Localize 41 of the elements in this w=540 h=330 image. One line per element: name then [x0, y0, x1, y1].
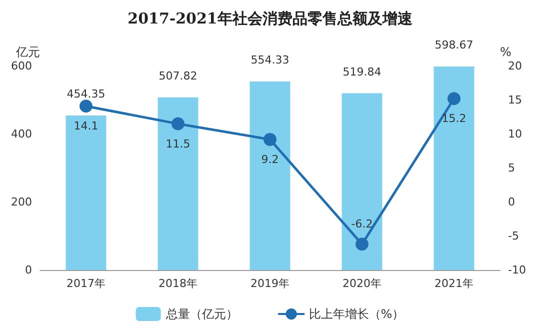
data-label: 9.2: [261, 152, 279, 166]
bar: [434, 66, 474, 270]
y2-axis-title: %: [500, 45, 512, 59]
point: [448, 92, 460, 106]
data-label: 15.2: [442, 112, 466, 126]
y2-tick-label: 0: [508, 196, 515, 208]
point: [172, 117, 184, 130]
y-tick-label: 400: [11, 128, 32, 140]
y-tick-label: 600: [11, 60, 32, 72]
y2-tick-label: 15: [508, 94, 522, 106]
data-label: 454.35: [66, 88, 106, 101]
y2-tick-label: -5: [508, 230, 519, 242]
y2-tick-label: 5: [508, 162, 515, 174]
y2-tick-label: 20: [508, 60, 522, 72]
data-label: 14.1: [74, 120, 98, 133]
data-label: 507.82: [158, 69, 198, 82]
legend-label: 比上年增长（%）: [308, 307, 404, 321]
bar: [250, 82, 290, 270]
legend-label: 总量（亿元）: [164, 307, 238, 321]
x-tick-label: 2017年: [66, 277, 106, 290]
data-label: 598.67: [434, 38, 474, 52]
data-label: 519.84: [342, 65, 382, 78]
data-label: 11.5: [166, 137, 190, 150]
bar: [66, 116, 106, 270]
x-tick-label: 2021年: [434, 277, 474, 290]
data-label: -6.2: [351, 218, 373, 231]
y2-tick-label: 10: [508, 128, 522, 140]
chart-title: 2017-2021年社会消费品零售总额及增速: [128, 10, 414, 28]
point: [264, 132, 276, 146]
point: [356, 238, 368, 251]
y2-tick-label: -10: [508, 264, 526, 276]
y-tick-label: 0: [25, 264, 32, 276]
x-tick-label: 2018年: [158, 277, 198, 290]
bar: [342, 93, 382, 270]
y-tick-label: 200: [11, 196, 32, 208]
x-tick-label: 2020年: [342, 277, 382, 290]
x-tick-label: 2019年: [250, 277, 290, 290]
point: [80, 100, 92, 113]
bar: [158, 97, 198, 270]
y-axis-title: 亿元: [15, 45, 40, 59]
data-label: 554.33: [250, 54, 290, 67]
